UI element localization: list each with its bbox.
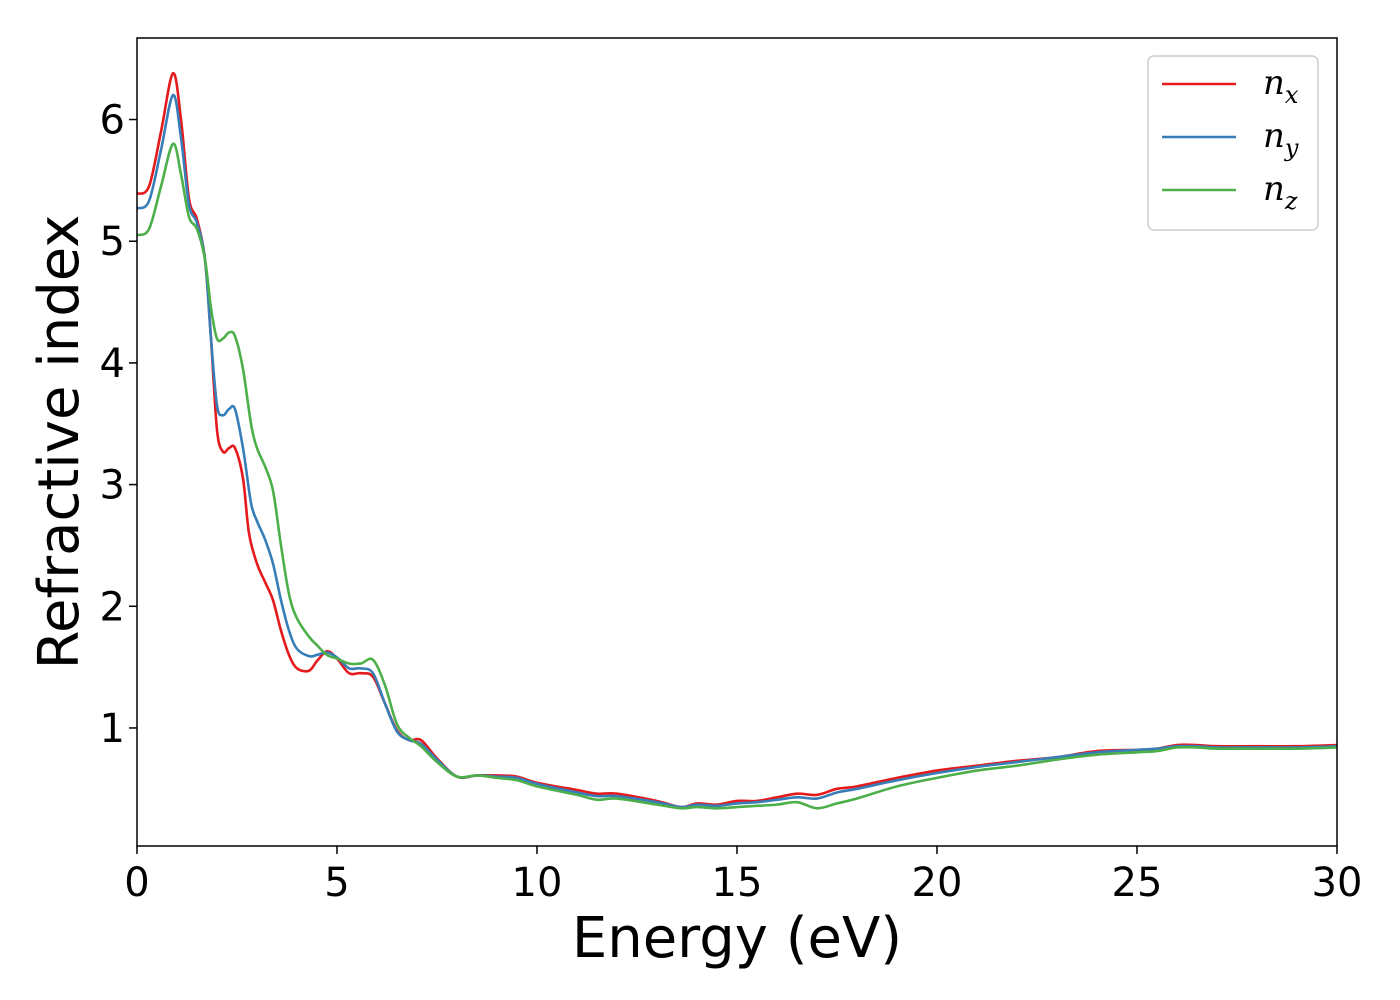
series-layer <box>136 71 1338 810</box>
y-axis: 1 2 3 4 5 6 <box>100 98 137 752</box>
x-tick-label: 5 <box>324 860 349 906</box>
x-tick-label: 25 <box>1112 860 1163 906</box>
series-line-ny <box>136 93 1338 809</box>
y-tick-label: 1 <box>100 706 125 752</box>
x-tick-label: 10 <box>512 860 563 906</box>
x-tick-label: 0 <box>124 860 149 906</box>
x-axis: 0 5 10 15 20 25 30 <box>124 846 1362 906</box>
y-tick-label: 4 <box>100 341 125 387</box>
y-tick-label: 2 <box>100 584 125 630</box>
y-tick-label: 5 <box>100 219 125 265</box>
y-tick-label: 3 <box>100 463 125 509</box>
x-tick-label: 20 <box>912 860 963 906</box>
x-axis-title: Energy (eV) <box>572 906 902 971</box>
series-line-nz <box>136 142 1338 810</box>
x-tick-label: 15 <box>712 860 763 906</box>
x-tick-label: 30 <box>1312 860 1363 906</box>
y-axis-title: Refractive index <box>27 215 92 670</box>
y-tick-label: 6 <box>100 98 125 144</box>
legend-box <box>1147 55 1319 231</box>
